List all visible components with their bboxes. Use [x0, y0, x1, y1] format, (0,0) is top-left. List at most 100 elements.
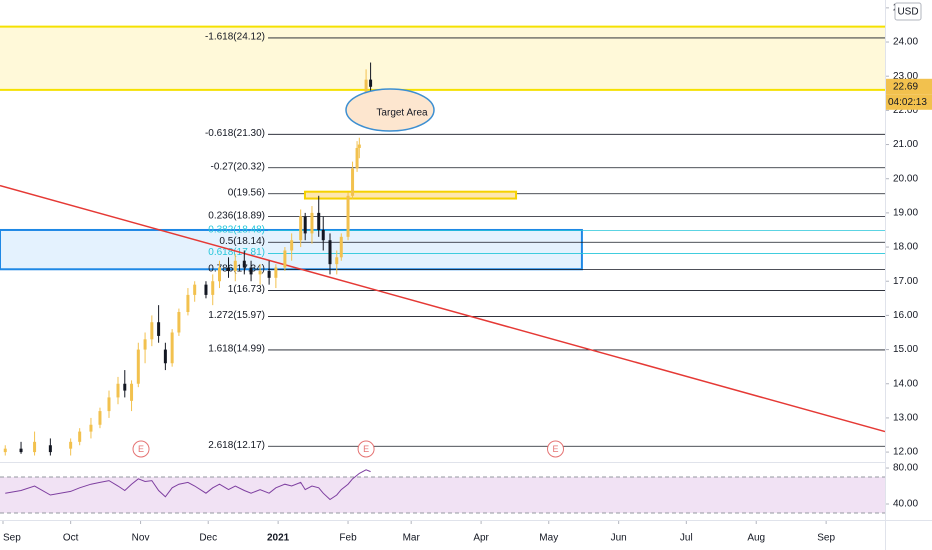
fib-label: 0(19.56) [228, 187, 265, 198]
fib-label: 0.236(18.89) [208, 210, 265, 221]
fib-label: 0.5(18.14) [219, 236, 265, 247]
candle-body [116, 383, 120, 398]
x-tick-label: Mar [403, 533, 421, 544]
candle-body [364, 79, 368, 97]
earnings-marker [357, 440, 375, 458]
candle-body [193, 284, 197, 295]
fib-label: 1.272(15.97) [208, 310, 265, 321]
candle-body [290, 240, 294, 251]
y-tick-label: 14.00 [893, 378, 918, 389]
candle-body [33, 441, 37, 453]
earnings-label: E [363, 444, 369, 454]
candle-body [186, 294, 190, 312]
x-tick-label: Dec [199, 533, 217, 544]
earnings-label: E [553, 444, 559, 454]
y-tick-label: 17.00 [893, 276, 918, 287]
y-tick-label: 13.00 [893, 413, 918, 424]
candle-body [177, 311, 181, 333]
candle-body [321, 229, 325, 241]
candle-body [143, 339, 147, 350]
x-tick-label: Jul [680, 533, 693, 544]
x-tick-label: 2021 [267, 533, 290, 544]
candle-body [19, 448, 23, 453]
candle-body [123, 383, 127, 391]
candle-body [233, 260, 237, 271]
candle-body [335, 257, 339, 265]
x-tick-label: Jun [611, 533, 627, 544]
candle-body [310, 212, 314, 234]
x-tick-label: Feb [339, 533, 357, 544]
earnings-marker [132, 440, 150, 458]
y-tick-label: 12.00 [893, 447, 918, 458]
candle-body [170, 332, 174, 364]
y-tick-label: 22.00 [893, 105, 918, 116]
candle-body [98, 411, 102, 425]
candle-body [274, 267, 278, 278]
candle-body [369, 79, 373, 87]
candle-body [150, 322, 154, 340]
candle-body [217, 267, 221, 282]
y-tick-label: 19.00 [893, 208, 918, 219]
candle-body [267, 270, 271, 278]
x-tick-label: Nov [132, 533, 150, 544]
y-tick-label: 20.00 [893, 173, 918, 184]
y-tick-label: 18.00 [893, 242, 918, 253]
y-tick-label: 21.00 [893, 139, 918, 150]
last-price: 22.69 [893, 81, 918, 92]
x-tick-label: Aug [747, 533, 765, 544]
candle-body [328, 240, 332, 265]
candle-body [227, 267, 231, 271]
earnings-marker [547, 440, 565, 458]
earnings-label: E [138, 444, 144, 454]
fib-label: 0.618(17.81) [208, 247, 265, 258]
yellow-zone [303, 190, 518, 200]
rsi-band [0, 477, 885, 513]
countdown-box [886, 94, 932, 110]
x-tick-label: Sep [3, 533, 21, 544]
rsi-tick-label: 80.00 [893, 463, 918, 474]
annotation: Target Area [376, 108, 428, 119]
candle-body [136, 349, 140, 384]
candle-body [157, 322, 161, 336]
countdown: 04:02:13 [888, 97, 927, 108]
fib-label: 1(16.73) [228, 284, 265, 295]
y-tick-label: 15.00 [893, 344, 918, 355]
candle-body [69, 441, 73, 449]
candle-body [258, 270, 262, 275]
candle-body [249, 267, 253, 275]
last-price-box [886, 78, 932, 95]
fib-label: -0.27(20.32) [211, 161, 265, 172]
fib-label: -0.618(21.30) [205, 128, 265, 139]
x-tick-label: May [539, 533, 558, 544]
candle-body [204, 284, 208, 295]
candle-body [299, 216, 303, 241]
candle-body [357, 144, 361, 148]
candle-body [130, 383, 134, 401]
y-tick-label: 23.00 [893, 71, 918, 82]
candle-body [107, 397, 111, 412]
candle-body [303, 216, 307, 234]
currency-box[interactable] [894, 2, 922, 21]
candle-body [78, 431, 82, 442]
candle-body [48, 445, 52, 453]
y-tick-label: 24.00 [893, 37, 918, 48]
yellow-band [0, 26, 885, 90]
candle-body [346, 195, 350, 237]
currency: USD [897, 7, 918, 18]
fib-label: 0.382(18.48) [208, 224, 265, 235]
candle-body [89, 424, 93, 432]
candle-body [211, 281, 215, 295]
fib-label: 1.618(14.99) [208, 344, 265, 355]
y-tick-label: 16.00 [893, 310, 918, 321]
x-tick-label: Apr [473, 533, 489, 544]
target-ellipse [345, 88, 435, 132]
candle-body [283, 250, 287, 268]
candle-body [351, 168, 355, 196]
x-tick-label: Sep [817, 533, 835, 544]
candle-body [242, 260, 246, 268]
fib-label: -1.618(24.12) [205, 32, 265, 43]
candle-body [3, 448, 7, 453]
candle-body [317, 212, 321, 230]
